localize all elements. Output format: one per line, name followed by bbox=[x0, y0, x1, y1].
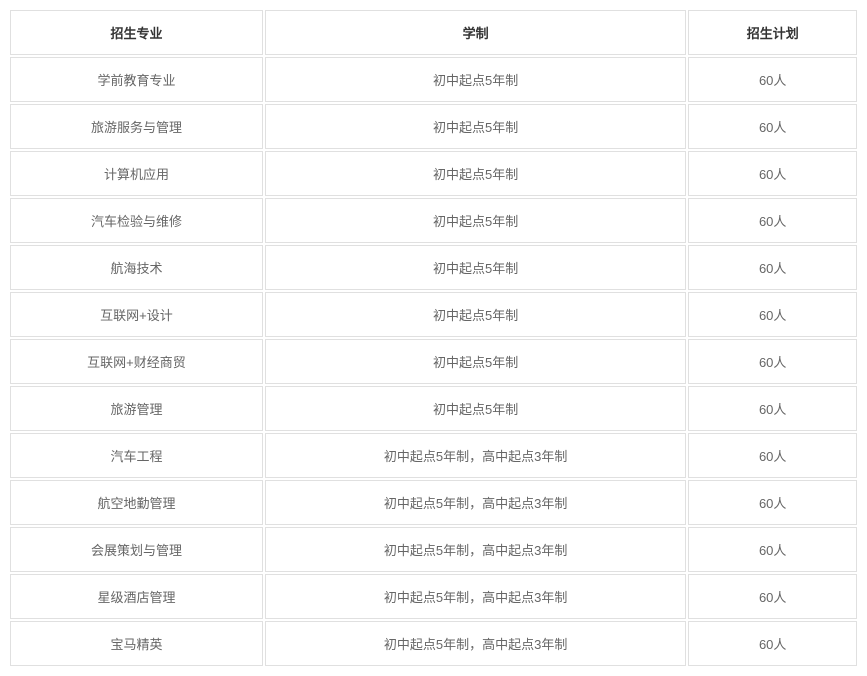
table-row: 宝马精英初中起点5年制，高中起点3年制60人 bbox=[10, 621, 857, 666]
table-row: 互联网+财经商贸初中起点5年制60人 bbox=[10, 339, 857, 384]
cell-major: 计算机应用 bbox=[10, 151, 263, 196]
cell-system: 初中起点5年制，高中起点3年制 bbox=[265, 433, 687, 478]
cell-major: 学前教育专业 bbox=[10, 57, 263, 102]
table-row: 旅游管理初中起点5年制60人 bbox=[10, 386, 857, 431]
cell-system: 初中起点5年制，高中起点3年制 bbox=[265, 621, 687, 666]
cell-major: 会展策划与管理 bbox=[10, 527, 263, 572]
table-row: 航海技术初中起点5年制60人 bbox=[10, 245, 857, 290]
cell-system: 初中起点5年制 bbox=[265, 151, 687, 196]
cell-major: 宝马精英 bbox=[10, 621, 263, 666]
cell-plan: 60人 bbox=[688, 104, 857, 149]
table-row: 汽车工程初中起点5年制，高中起点3年制60人 bbox=[10, 433, 857, 478]
table-body: 学前教育专业初中起点5年制60人旅游服务与管理初中起点5年制60人计算机应用初中… bbox=[10, 57, 857, 666]
cell-system: 初中起点5年制 bbox=[265, 104, 687, 149]
cell-plan: 60人 bbox=[688, 57, 857, 102]
header-system: 学制 bbox=[265, 10, 687, 55]
cell-major: 互联网+财经商贸 bbox=[10, 339, 263, 384]
cell-plan: 60人 bbox=[688, 245, 857, 290]
cell-plan: 60人 bbox=[688, 151, 857, 196]
cell-plan: 60人 bbox=[688, 480, 857, 525]
cell-plan: 60人 bbox=[688, 386, 857, 431]
cell-plan: 60人 bbox=[688, 339, 857, 384]
cell-plan: 60人 bbox=[688, 433, 857, 478]
cell-system: 初中起点5年制 bbox=[265, 198, 687, 243]
table-row: 学前教育专业初中起点5年制60人 bbox=[10, 57, 857, 102]
cell-plan: 60人 bbox=[688, 198, 857, 243]
cell-plan: 60人 bbox=[688, 527, 857, 572]
admissions-table: 招生专业 学制 招生计划 学前教育专业初中起点5年制60人旅游服务与管理初中起点… bbox=[8, 8, 859, 668]
cell-system: 初中起点5年制 bbox=[265, 339, 687, 384]
table-header: 招生专业 学制 招生计划 bbox=[10, 10, 857, 55]
cell-system: 初中起点5年制，高中起点3年制 bbox=[265, 527, 687, 572]
header-plan: 招生计划 bbox=[688, 10, 857, 55]
table-header-row: 招生专业 学制 招生计划 bbox=[10, 10, 857, 55]
cell-major: 汽车工程 bbox=[10, 433, 263, 478]
cell-major: 旅游服务与管理 bbox=[10, 104, 263, 149]
cell-major: 航海技术 bbox=[10, 245, 263, 290]
table-row: 星级酒店管理初中起点5年制，高中起点3年制60人 bbox=[10, 574, 857, 619]
cell-plan: 60人 bbox=[688, 292, 857, 337]
cell-system: 初中起点5年制，高中起点3年制 bbox=[265, 480, 687, 525]
table-row: 互联网+设计初中起点5年制60人 bbox=[10, 292, 857, 337]
cell-major: 互联网+设计 bbox=[10, 292, 263, 337]
cell-plan: 60人 bbox=[688, 574, 857, 619]
cell-system: 初中起点5年制 bbox=[265, 57, 687, 102]
cell-system: 初中起点5年制 bbox=[265, 386, 687, 431]
table-row: 计算机应用初中起点5年制60人 bbox=[10, 151, 857, 196]
header-major: 招生专业 bbox=[10, 10, 263, 55]
cell-major: 汽车检验与维修 bbox=[10, 198, 263, 243]
cell-system: 初中起点5年制 bbox=[265, 292, 687, 337]
table-row: 航空地勤管理初中起点5年制，高中起点3年制60人 bbox=[10, 480, 857, 525]
cell-system: 初中起点5年制 bbox=[265, 245, 687, 290]
table-row: 会展策划与管理初中起点5年制，高中起点3年制60人 bbox=[10, 527, 857, 572]
cell-major: 旅游管理 bbox=[10, 386, 263, 431]
table-row: 旅游服务与管理初中起点5年制60人 bbox=[10, 104, 857, 149]
table-row: 汽车检验与维修初中起点5年制60人 bbox=[10, 198, 857, 243]
cell-major: 星级酒店管理 bbox=[10, 574, 263, 619]
cell-system: 初中起点5年制，高中起点3年制 bbox=[265, 574, 687, 619]
cell-major: 航空地勤管理 bbox=[10, 480, 263, 525]
cell-plan: 60人 bbox=[688, 621, 857, 666]
